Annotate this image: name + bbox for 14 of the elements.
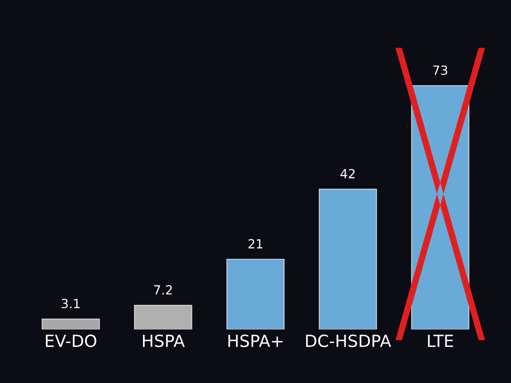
bar [226, 258, 285, 330]
x-tick-label: LTE [428, 334, 454, 347]
x-tick-label: HSPA+ [228, 334, 282, 348]
x-tick-label: EV-DO [46, 334, 96, 348]
data-label: 73 [433, 65, 448, 75]
data-label: 7.2 [154, 285, 172, 294]
bar [318, 188, 377, 330]
bar [134, 304, 192, 330]
x-tick-label: HSPA [143, 334, 185, 348]
data-label: 21 [248, 239, 262, 248]
data-label: 3.1 [62, 298, 80, 308]
data-label: 42 [340, 168, 355, 178]
x-tick-label: DC-HSDPA [306, 334, 392, 348]
bar [42, 318, 100, 330]
